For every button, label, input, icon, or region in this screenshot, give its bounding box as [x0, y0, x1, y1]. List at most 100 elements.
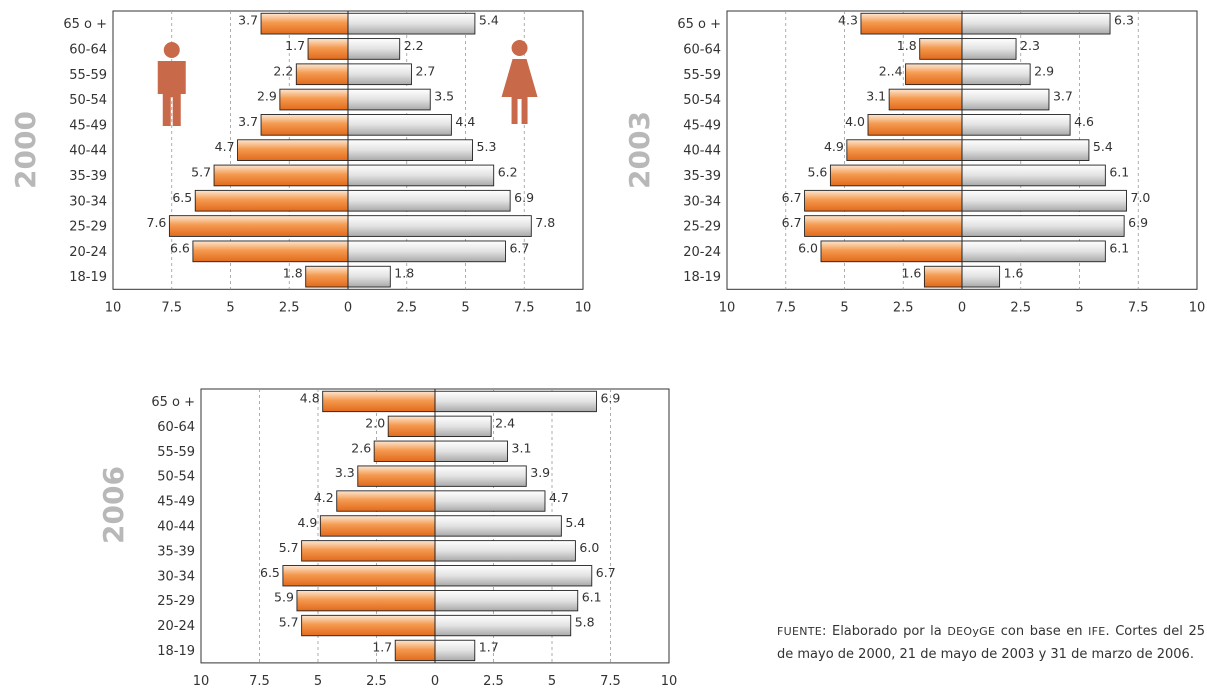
value-label-right: 2.4 — [495, 415, 515, 430]
female-figure-icon — [501, 40, 538, 124]
bar-right — [347, 88, 431, 111]
x-tick-label: 0 — [344, 300, 352, 315]
bar-right — [961, 88, 1050, 111]
value-label-right: 6.9 — [600, 390, 620, 405]
x-tick-label: 2.5 — [1010, 300, 1031, 315]
source-text-2: con base en — [995, 624, 1089, 639]
value-label-left: 5.6 — [808, 164, 828, 179]
year-label: 2000 — [9, 111, 42, 189]
value-label-right: 2.2 — [404, 38, 424, 53]
value-label-left: 1.6 — [902, 266, 922, 281]
bar-right — [347, 240, 506, 263]
x-tick-label: 2.5 — [366, 674, 387, 689]
x-tick-label: 0 — [958, 300, 966, 315]
x-tick-label: 5 — [548, 674, 556, 689]
row-label: 65 o + — [151, 395, 195, 410]
value-label-left: 6.7 — [782, 215, 802, 230]
bar-left — [279, 88, 349, 111]
value-label-right: 3.9 — [530, 465, 550, 480]
bar-left — [295, 63, 349, 86]
value-label-left: 4.3 — [838, 13, 858, 28]
row-label: 18-19 — [69, 270, 107, 285]
value-label-right: 6.9 — [514, 190, 534, 205]
pyramid-chart-2006: 65 o + 4.8 6.9 60-64 2.0 2.4 55-59 2.6 3.1 50-54 3… — [97, 388, 677, 689]
bar-left — [860, 12, 963, 35]
row-label: 65 o + — [677, 17, 721, 32]
bar-right — [347, 12, 476, 35]
row-label: 35-39 — [69, 169, 107, 184]
value-label-right: 6.7 — [596, 565, 616, 580]
value-label-left: 3.1 — [866, 89, 886, 104]
row-label: 35-39 — [683, 169, 721, 184]
row-label: 55-59 — [683, 68, 721, 83]
value-label-right: 1.8 — [394, 266, 414, 281]
bar-left — [919, 38, 963, 60]
bar-left — [305, 265, 349, 288]
value-label-right: 5.4 — [479, 13, 499, 28]
x-tick-label: 10 — [1189, 300, 1206, 315]
row-label: 60-64 — [683, 42, 721, 57]
value-label-right: 7.8 — [535, 215, 555, 230]
pyramid-chart-2003: 65 o + 4.3 6.3 60-64 1.8 2.3 55-59 2..4 2.9 50-54… — [623, 10, 1206, 315]
bar-right — [961, 139, 1090, 161]
x-tick-label: 7.5 — [514, 300, 535, 315]
bar-left — [307, 38, 349, 60]
value-label-right: 6.9 — [1128, 215, 1148, 230]
row-label: 60-64 — [69, 42, 107, 57]
bar-left — [867, 114, 963, 136]
bar-left — [394, 639, 436, 662]
year-label: 2003 — [623, 111, 656, 189]
bar-right — [434, 490, 546, 512]
row-label: 40-44 — [157, 519, 195, 534]
row-label: 25-29 — [157, 594, 195, 609]
value-label-right: 1.7 — [479, 639, 499, 654]
row-label: 60-64 — [157, 420, 195, 435]
value-label-left: 6.5 — [260, 565, 280, 580]
bar-left — [296, 589, 436, 612]
value-label-left: 1.8 — [283, 266, 303, 281]
value-label-right: 2.7 — [415, 63, 435, 78]
value-label-right: 2.3 — [1020, 38, 1040, 53]
bar-right — [434, 589, 579, 612]
value-label-left: 4.2 — [314, 490, 334, 505]
value-label-left: 6.5 — [172, 190, 192, 205]
x-tick-label: 10 — [105, 300, 122, 315]
row-label: 45-49 — [157, 495, 195, 510]
row-label: 50-54 — [157, 470, 195, 485]
value-label-left: 1.8 — [897, 38, 917, 53]
bar-right — [434, 390, 597, 413]
value-label-left: 4.0 — [845, 114, 865, 129]
bar-left — [820, 240, 963, 263]
bar-right — [961, 265, 1001, 288]
row-label: 18-19 — [157, 644, 195, 659]
bar-left — [319, 515, 436, 537]
x-tick-label: 5 — [1075, 300, 1083, 315]
value-label-left: 2.6 — [351, 440, 371, 455]
value-label-right: 5.4 — [565, 515, 585, 530]
value-label-left: 5.7 — [279, 615, 299, 630]
row-label: 20-24 — [157, 619, 195, 634]
bar-right — [347, 63, 412, 86]
bar-left — [260, 114, 349, 136]
bar-right — [434, 415, 492, 438]
x-tick-label: 5 — [840, 300, 848, 315]
bar-right — [434, 639, 476, 662]
value-label-right: 4.6 — [1074, 114, 1094, 129]
x-tick-label: 2.5 — [396, 300, 417, 315]
value-label-left: 3.7 — [238, 13, 258, 28]
bar-left — [194, 189, 349, 212]
source-note: Fuente: Elaborado por la DEOyGE con base… — [777, 620, 1205, 666]
row-label: 55-59 — [157, 445, 195, 460]
value-label-right: 2.9 — [1034, 63, 1054, 78]
row-label: 25-29 — [683, 220, 721, 235]
row-label: 45-49 — [69, 118, 107, 133]
x-tick-label: 5 — [226, 300, 234, 315]
value-label-left: 5.9 — [274, 590, 294, 605]
bar-left — [888, 88, 963, 111]
value-label-left: 6.0 — [798, 240, 818, 255]
row-label: 40-44 — [683, 144, 721, 159]
value-label-right: 6.2 — [498, 164, 518, 179]
bar-right — [961, 12, 1111, 35]
value-label-right: 3.7 — [1053, 89, 1073, 104]
x-tick-label: 7.5 — [249, 674, 270, 689]
